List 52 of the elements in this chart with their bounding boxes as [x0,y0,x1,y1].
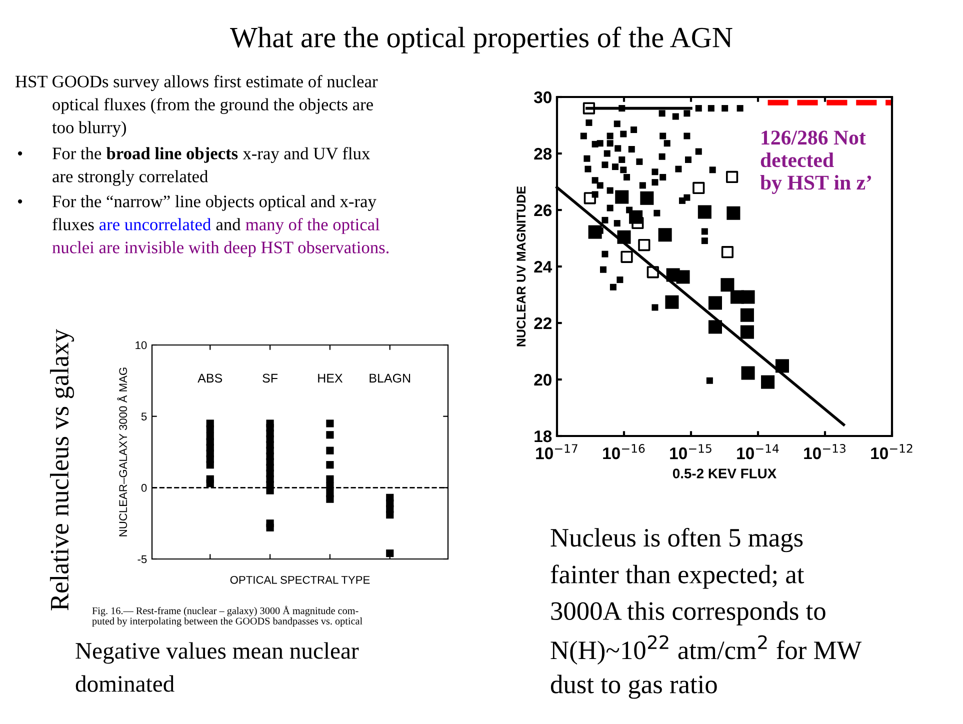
text: fluxes [52,218,94,230]
y-tick-label: 18 [534,430,552,442]
text: Nucleus is often 5 mags [550,528,803,552]
text: x-ray and UV flux [242,147,370,163]
text: What are the optical properties of the AGN [230,26,732,54]
text: • [18,151,22,156]
y-tick-label: 10 [136,341,147,350]
text: dust to gas ratio [550,674,717,699]
text: nuclei are invisible with deep HST observations. [52,241,389,257]
text: Relative nucleus vs galaxy [50,329,74,610]
y-axis-title: NUCLEAR UV MAGNITUDE [516,186,526,346]
text: puted by interpolating between the GOODS bandpasses vs. optical [92,617,362,627]
category-label: ABS [198,374,222,383]
text: • [18,199,22,204]
y-tick-label: 28 [534,148,552,160]
x-tick-label: 10$^{−12}$ [871,444,912,460]
text: many of the optical [246,218,380,234]
text: too blurry) [52,121,126,137]
text: 3000A this corresponds to [551,601,826,626]
text: optical fluxes (from the ground the objects are [52,98,373,114]
x-tick-label: 10$^{−14}$ [737,444,779,460]
text: For the “narrow” line objects optical and x-ray [52,195,376,211]
x-axis-title: OPTICAL SPECTRAL TYPE [230,576,370,584]
category-label: BLAGN [370,374,410,383]
y-tick-label: 30 [534,91,552,104]
text: broad line objects [106,147,238,163]
annotation: 126/286 Not detected by HST in z’ [760,130,872,194]
text: dominated [76,675,174,692]
text: HST GOODs survey allows first estimate of nuclear [16,75,378,91]
x-tick-label: 10$^{−16}$ [603,444,645,460]
y-tick-label: 22 [534,317,552,330]
text: are strongly correlated [52,170,208,186]
text: N(H)~10$^{22}$ atm/cm$^{2}$ for MW [550,635,862,665]
y-tick-label: 24 [534,260,552,273]
category-label: HEX [318,374,343,382]
x-axis-title: 0.5-2 KEV FLUX [672,468,776,478]
x-tick-label: 10$^{−13}$ [804,444,846,460]
x-tick-label: 10$^{−15}$ [670,444,712,460]
text: For the [52,147,102,160]
text: fainter than expected; at [550,564,804,589]
y-tick-label: 26 [534,204,552,216]
x-tick-label: 10$^{−17}$ [536,444,578,460]
text: Negative values mean nuclear [76,642,359,664]
y-tick-label: 0 [141,484,147,492]
category-label: SF [262,374,278,383]
text: and [216,218,241,230]
text: are uncorrelated [99,218,211,230]
y-axis-title: NUCLEAR–GALAXY 3000 Å MAG [117,368,128,536]
y-tick-label: -5 [138,555,147,564]
y-tick-label: 5 [141,412,147,420]
caption: Fig. 16.— Rest-frame (nuclear – galaxy) 3000 Å magnitude com- [92,606,358,616]
y-tick-label: 20 [534,374,552,386]
